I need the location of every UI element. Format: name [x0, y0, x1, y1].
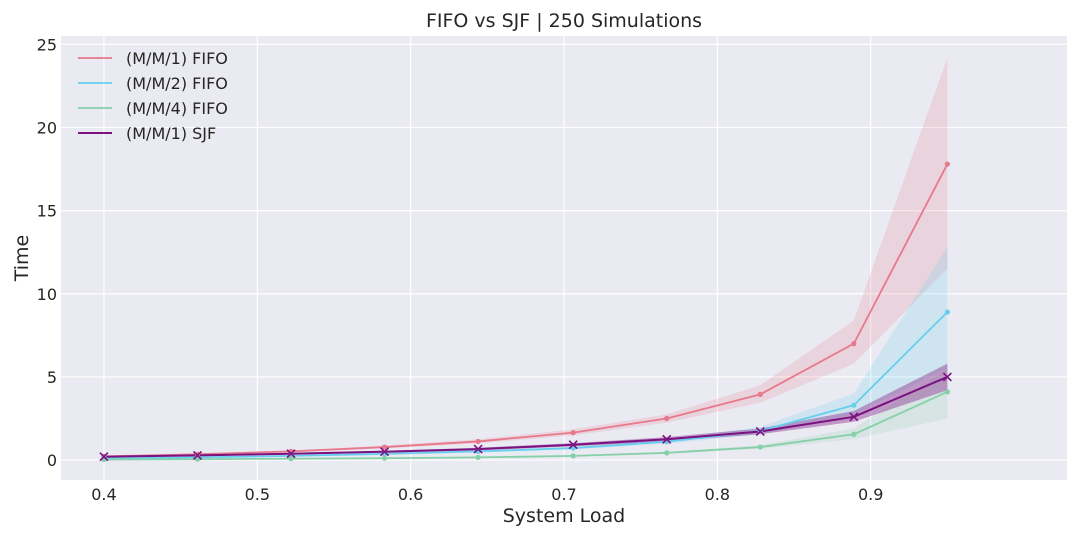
legend: (M/M/1) FIFO (M/M/2) FIFO (M/M/4) FIFO (M/M… [78, 49, 228, 143]
data-point [194, 456, 201, 462]
x-tick-label: 0.6 [398, 485, 423, 504]
data-point-x [380, 447, 390, 457]
y-tick-labels: 0 5 10 15 20 25 [37, 35, 57, 470]
data-point-x [473, 444, 483, 454]
data-point [381, 455, 388, 461]
data-point [475, 454, 481, 460]
chart-title: FIFO vs SJF | 250 Simulations [426, 10, 702, 32]
y-tick-label: 0 [47, 451, 57, 470]
data-point [757, 391, 763, 397]
data-point [570, 430, 576, 436]
legend-label: (M/M/4) FIFO [126, 99, 228, 118]
legend-label: (M/M/1) SJF [126, 124, 216, 143]
y-axis-label: Time [11, 235, 33, 283]
series-line [103, 375, 948, 458]
x-tick-label: 0.8 [705, 485, 730, 504]
x-tick-labels: 0.4 0.5 0.6 0.7 0.8 0.9 [91, 485, 883, 504]
y-tick-label: 10 [37, 285, 57, 304]
series-line [103, 391, 948, 461]
data-point [944, 161, 950, 167]
legend-label: (M/M/2) FIFO [126, 74, 228, 93]
data-point [475, 438, 481, 445]
series-line [103, 163, 949, 458]
data-point [664, 415, 670, 422]
x-axis-label: System Load [503, 505, 625, 527]
data-point-x [755, 426, 765, 437]
data-point [381, 444, 388, 450]
data-point [288, 456, 294, 462]
data-point [570, 453, 576, 459]
data-point-x [192, 450, 203, 460]
y-tick-label: 5 [47, 368, 57, 387]
data-point-x [849, 412, 859, 422]
x-tick-label: 0.7 [551, 485, 576, 504]
data-point [851, 431, 857, 437]
data-point [664, 450, 670, 456]
series-line [103, 311, 949, 460]
series-lines [103, 163, 949, 461]
y-tick-label: 20 [37, 118, 57, 137]
grid [61, 36, 1067, 480]
data-point-x [942, 372, 952, 382]
data-point [851, 402, 857, 408]
data-point-x [99, 452, 109, 462]
data-point [851, 341, 857, 347]
data-point-x [286, 449, 296, 459]
data-point-x [662, 434, 672, 444]
legend-label: (M/M/1) FIFO [126, 49, 228, 68]
y-tick-label: 25 [37, 35, 57, 54]
data-point [944, 389, 950, 395]
y-tick-label: 15 [37, 202, 57, 221]
x-tick-label: 0.5 [245, 485, 270, 504]
series-markers [99, 161, 952, 463]
data-point-x [568, 440, 578, 450]
x-tick-label: 0.9 [858, 485, 883, 504]
data-point [944, 309, 950, 315]
x-tick-label: 0.4 [91, 485, 116, 504]
data-point [757, 444, 763, 450]
